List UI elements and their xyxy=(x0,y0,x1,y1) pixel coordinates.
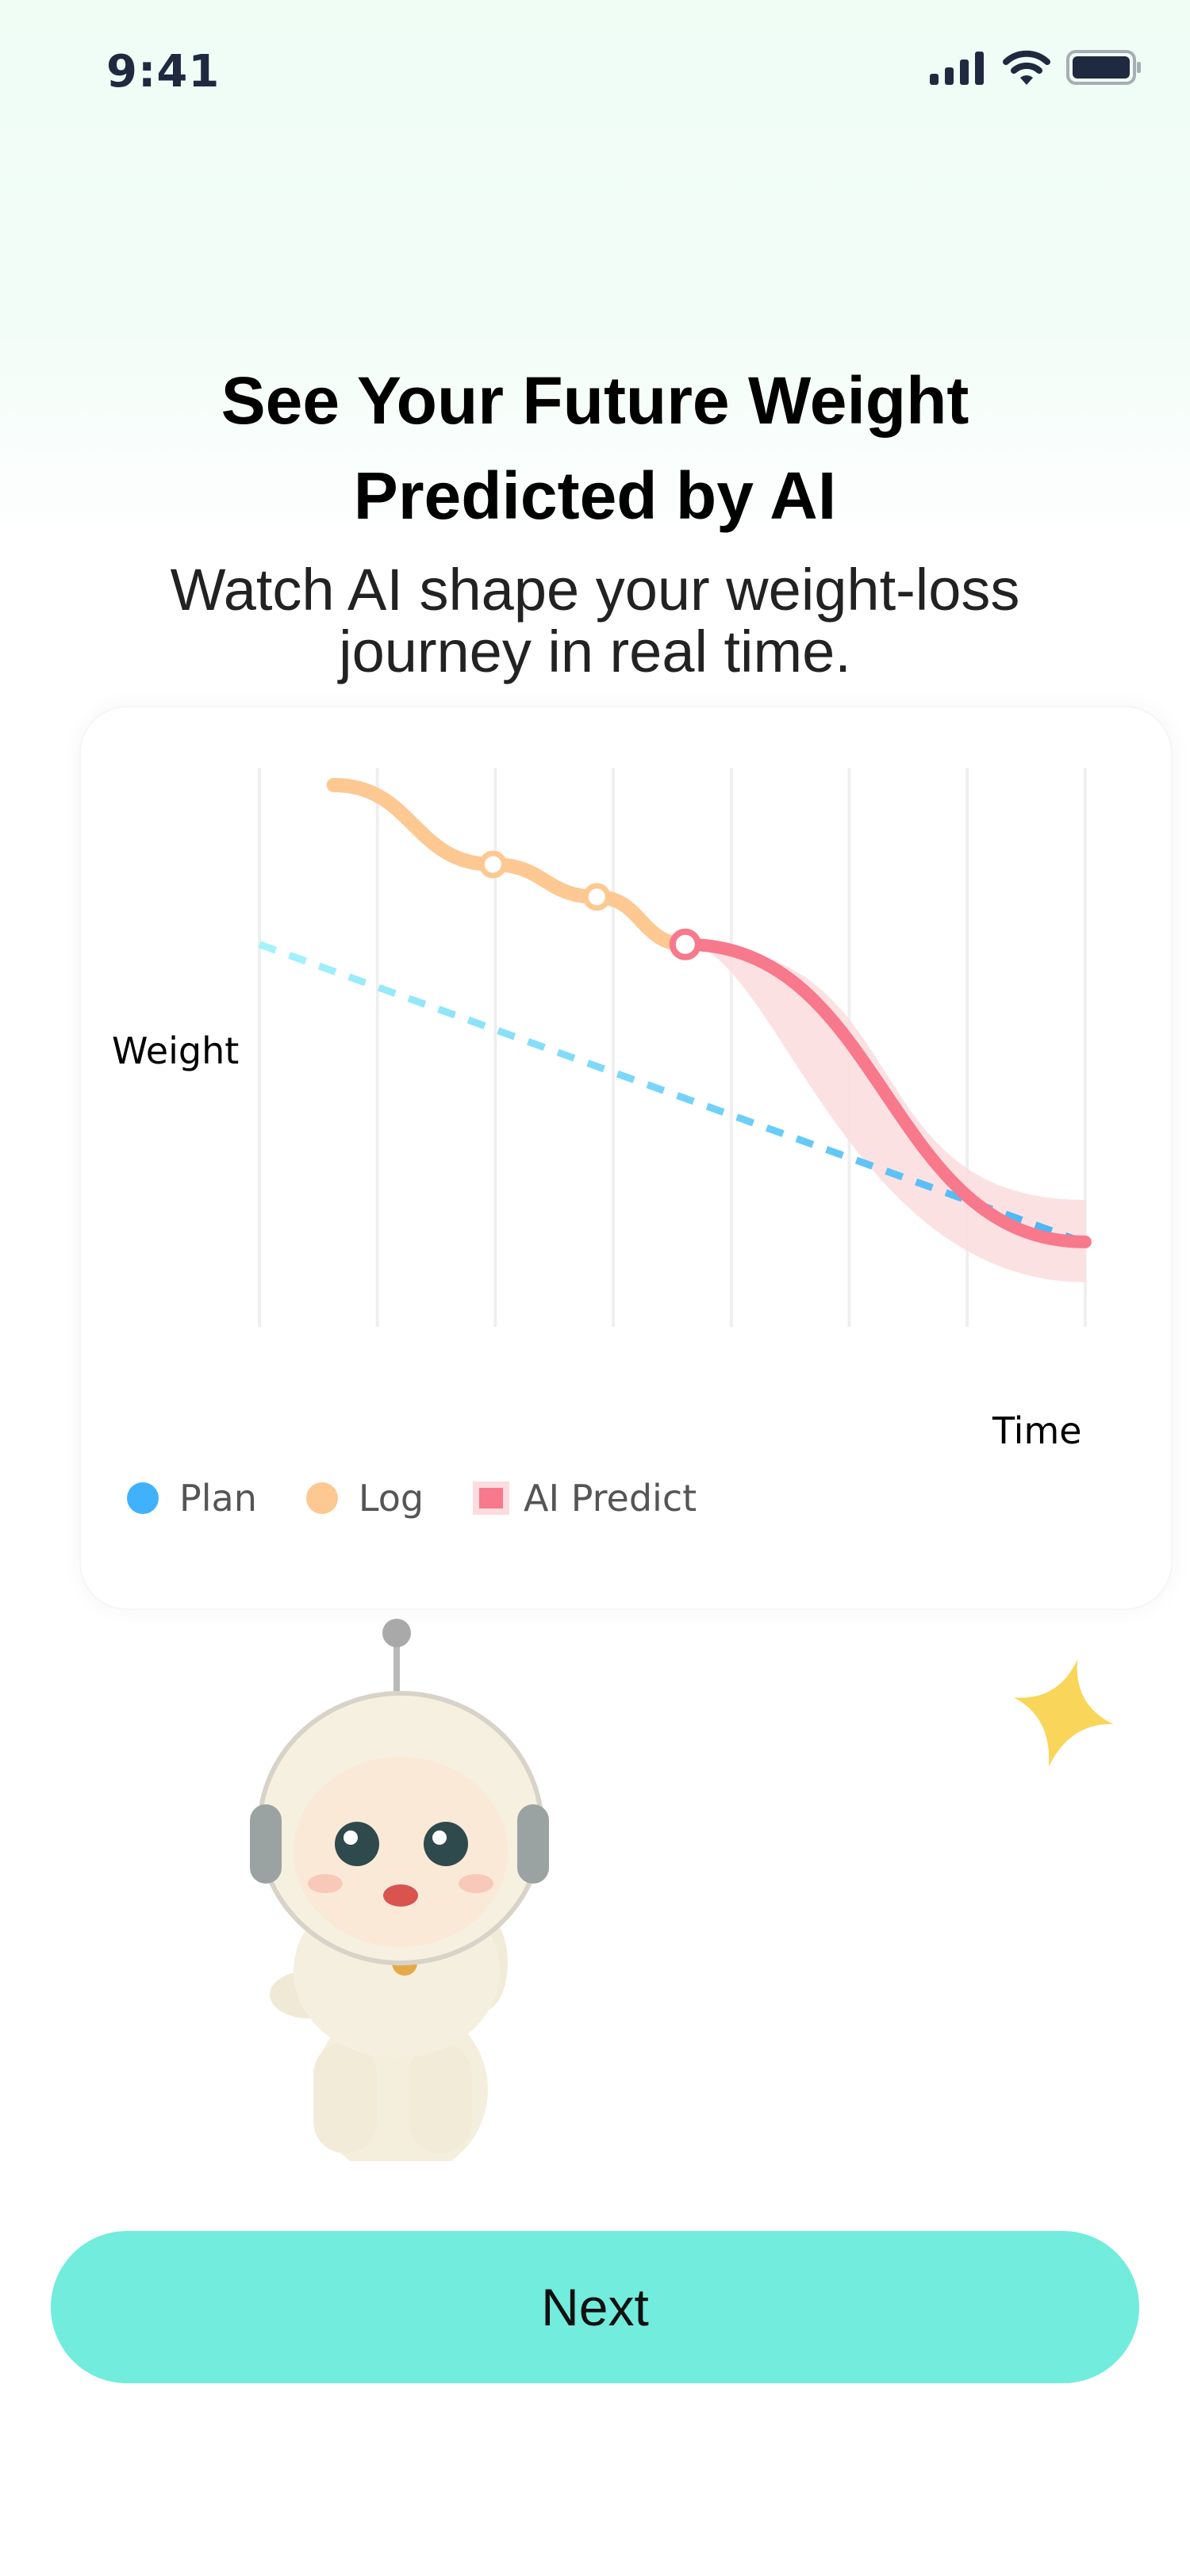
next-button[interactable]: Next xyxy=(51,2231,1139,2383)
signal-icon xyxy=(930,52,984,85)
x-axis-label: Time xyxy=(992,1409,1082,1452)
legend-log-label: Log xyxy=(358,1477,424,1520)
legend-ai-predict-label: AI Predict xyxy=(524,1477,697,1520)
subtitle-line-2: journey in real time. xyxy=(339,619,851,684)
page-title: See Your Future Weight Predicted by AI xyxy=(0,353,1190,543)
chart-card xyxy=(79,706,1173,1610)
legend-plan-label: Plan xyxy=(179,1477,257,1520)
legend-ai-predict: AI Predict xyxy=(473,1477,697,1520)
battery-icon xyxy=(1066,50,1141,85)
y-axis-label: Weight xyxy=(112,1029,240,1072)
status-bar: 9:41 xyxy=(0,0,1190,143)
legend-plan: Plan xyxy=(127,1477,257,1520)
log-swatch xyxy=(305,1482,338,1514)
chart-legend: Plan Log AI Predict xyxy=(127,1477,746,1520)
legend-log: Log xyxy=(305,1477,424,1520)
status-icons xyxy=(930,49,1142,86)
ai-predict-swatch xyxy=(473,1482,510,1515)
title-line-1: See Your Future Weight xyxy=(221,363,969,438)
status-time: 9:41 xyxy=(106,46,221,98)
page-subtitle: Watch AI shape your weight-loss journey … xyxy=(119,559,1071,683)
star-icon xyxy=(1013,1659,1114,1767)
wifi-icon xyxy=(1003,50,1050,85)
subtitle-line-1: Watch AI shape your weight-loss xyxy=(170,557,1020,623)
plan-swatch xyxy=(127,1482,159,1514)
robot-mascot-illustration xyxy=(250,1619,549,2161)
title-line-2: Predicted by AI xyxy=(353,458,837,533)
